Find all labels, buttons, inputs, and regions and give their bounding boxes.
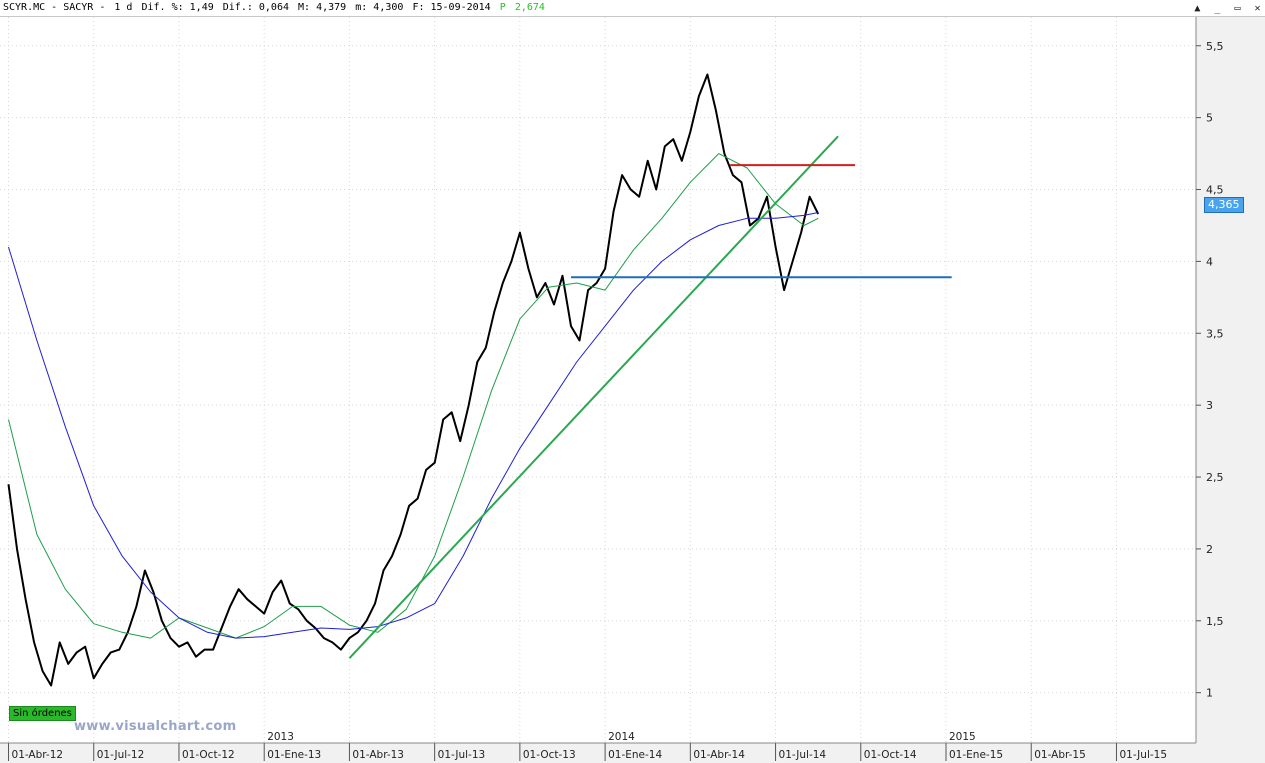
pct-change-label: Dif. %: 1,49 <box>141 2 214 13</box>
y-tick-label: 3,5 <box>1206 327 1224 340</box>
x-tick-label: 01-Ene-15 <box>949 749 1003 761</box>
x-axis: 01-Abr-12 01-Jul-12 01-Oct-12 01-Ene-13 01-A… <box>8 731 1167 761</box>
x-tick-label: 01-Abr-13 <box>352 749 404 761</box>
trend-line[interactable] <box>348 135 839 659</box>
last-price-tag: 4,365 <box>1204 197 1244 213</box>
y-tick-label: 2 <box>1206 543 1213 556</box>
minimize-icon[interactable]: _ <box>1214 3 1221 14</box>
chart-header: SCYR.MC - SACYR - 1 d Dif. %: 1,49 Dif.:… <box>0 0 1265 17</box>
x-tick-label: 01-Jul-12 <box>97 749 145 761</box>
timeframe-label: 1 d <box>114 2 133 13</box>
x-tick-label: 01-Ene-14 <box>608 749 662 761</box>
x-tick-label: 01-Jul-13 <box>438 749 486 761</box>
y-axis: 1 1,5 2 2,5 3 3,5 4 4,5 5 5,5 <box>1196 40 1224 700</box>
low-label: m: 4,300 <box>355 2 404 13</box>
price-chart: 11,522,533,544,555,5 01-Abr-12 01-Jul-12 0… <box>0 17 1265 763</box>
grid <box>0 17 1196 743</box>
series-layer <box>7 73 820 687</box>
x-tick-label: 01-Abr-15 <box>1034 749 1086 761</box>
trend-lines <box>348 135 952 659</box>
ticker-label: SCYR.MC - SACYR - <box>3 2 106 13</box>
abs-change-label: Dif.: 0,064 <box>222 2 289 13</box>
y-tick-label: 3 <box>1206 399 1213 412</box>
x-tick-label: 01-Abr-14 <box>693 749 745 761</box>
p-value: 2,674 <box>514 2 545 13</box>
year-label: 2013 <box>267 731 294 743</box>
y-tick-label: 1,5 <box>1206 615 1224 628</box>
y-tick-label: 1 <box>1206 687 1213 700</box>
x-tick-label: 01-Oct-12 <box>182 749 235 761</box>
x-tick-label: 01-Oct-14 <box>864 749 917 761</box>
ma_long-series-line <box>8 212 819 639</box>
orders-badge[interactable]: Sin órdenes <box>9 706 76 721</box>
y-axis-area <box>1196 17 1265 745</box>
x-tick-label: 01-Jul-15 <box>1119 749 1167 761</box>
year-label: 2014 <box>608 731 635 743</box>
date-label: F: 15-09-2014 <box>412 2 491 13</box>
y-tick-label: 5 <box>1206 112 1213 125</box>
close-icon[interactable]: ✕ <box>1254 3 1261 14</box>
p-label: P <box>499 2 506 13</box>
x-tick-label: 01-Ene-13 <box>267 749 321 761</box>
x-axis-area <box>0 743 1265 763</box>
y-tick-label: 2,5 <box>1206 471 1224 484</box>
x-tick-label: 01-Oct-13 <box>523 749 576 761</box>
y-tick-label: 4,5 <box>1206 184 1224 197</box>
maximize-icon[interactable]: ▭ <box>1234 3 1241 14</box>
high-label: M: 4,379 <box>298 2 347 13</box>
x-tick-label: 01-Jul-14 <box>779 749 827 761</box>
x-tick-label: 01-Abr-12 <box>12 749 64 761</box>
scroll-up-icon[interactable]: ▲ <box>1194 3 1201 14</box>
y-tick-label: 4 <box>1206 255 1213 268</box>
year-label: 2015 <box>949 731 976 743</box>
price-series-line <box>7 73 820 687</box>
y-tick-label: 5,5 <box>1206 40 1224 53</box>
watermark: www.visualchart.com <box>74 719 237 734</box>
